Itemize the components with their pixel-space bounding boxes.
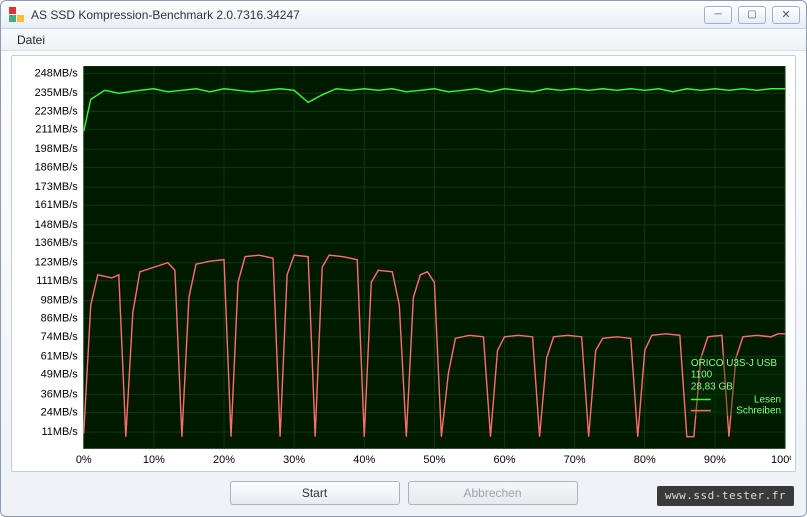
svg-text:28,83 GB: 28,83 GB (691, 381, 733, 392)
watermark: www.ssd-tester.fr (657, 486, 794, 506)
compression-chart: 11MB/s 24MB/s 36MB/s 49MB/s 61MB/s 74MB/s 86MB… (16, 60, 791, 467)
svg-text:ORICO U3S-J USB: ORICO U3S-J USB (691, 358, 778, 369)
svg-text:98MB/s: 98MB/s (41, 294, 79, 306)
menu-datei[interactable]: Datei (9, 31, 53, 49)
window-title: AS SSD Kompression-Benchmark 2.0.7316.34… (31, 8, 300, 22)
svg-text:24MB/s: 24MB/s (41, 406, 79, 418)
chart-wrap: 11MB/s 24MB/s 36MB/s 49MB/s 61MB/s 74MB/s 86MB… (16, 60, 791, 467)
svg-text:235MB/s: 235MB/s (35, 87, 79, 99)
svg-text:Schreiben: Schreiben (736, 406, 781, 417)
svg-text:123MB/s: 123MB/s (35, 257, 79, 269)
svg-text:60%: 60% (494, 454, 516, 466)
svg-text:136MB/s: 136MB/s (35, 237, 79, 249)
svg-text:70%: 70% (564, 454, 586, 466)
svg-text:61MB/s: 61MB/s (41, 350, 79, 362)
chart-panel: 11MB/s 24MB/s 36MB/s 49MB/s 61MB/s 74MB/s 86MB… (11, 55, 796, 472)
svg-text:Lesen: Lesen (754, 395, 781, 406)
maximize-button[interactable]: ▢ (738, 6, 766, 24)
svg-text:86MB/s: 86MB/s (41, 313, 79, 325)
svg-text:10%: 10% (143, 454, 165, 466)
svg-text:40%: 40% (353, 454, 375, 466)
menubar: Datei (1, 29, 806, 51)
app-icon (9, 7, 25, 23)
svg-text:30%: 30% (283, 454, 305, 466)
close-button[interactable]: ✕ (772, 6, 800, 24)
window-buttons: ─ ▢ ✕ (704, 6, 800, 24)
svg-text:186MB/s: 186MB/s (35, 161, 79, 173)
svg-text:0%: 0% (76, 454, 92, 466)
svg-text:80%: 80% (634, 454, 656, 466)
svg-text:173MB/s: 173MB/s (35, 181, 79, 193)
cancel-button: Abbrechen (408, 481, 578, 505)
svg-text:36MB/s: 36MB/s (41, 388, 79, 400)
start-button[interactable]: Start (230, 481, 400, 505)
svg-text:248MB/s: 248MB/s (35, 68, 79, 80)
svg-text:161MB/s: 161MB/s (35, 199, 79, 211)
titlebar[interactable]: AS SSD Kompression-Benchmark 2.0.7316.34… (1, 1, 806, 29)
svg-text:198MB/s: 198MB/s (35, 143, 79, 155)
svg-text:50%: 50% (423, 454, 445, 466)
svg-text:20%: 20% (213, 454, 235, 466)
svg-text:211MB/s: 211MB/s (35, 123, 78, 135)
svg-text:100%: 100% (771, 454, 791, 466)
svg-text:49MB/s: 49MB/s (41, 369, 79, 381)
svg-text:111MB/s: 111MB/s (36, 275, 78, 287)
svg-text:90%: 90% (704, 454, 726, 466)
svg-text:148MB/s: 148MB/s (35, 219, 79, 231)
svg-text:74MB/s: 74MB/s (41, 331, 79, 343)
app-window: AS SSD Kompression-Benchmark 2.0.7316.34… (0, 0, 807, 517)
svg-text:11MB/s: 11MB/s (41, 426, 78, 438)
svg-text:223MB/s: 223MB/s (35, 105, 79, 117)
svg-text:1100: 1100 (691, 369, 713, 380)
minimize-button[interactable]: ─ (704, 6, 732, 24)
